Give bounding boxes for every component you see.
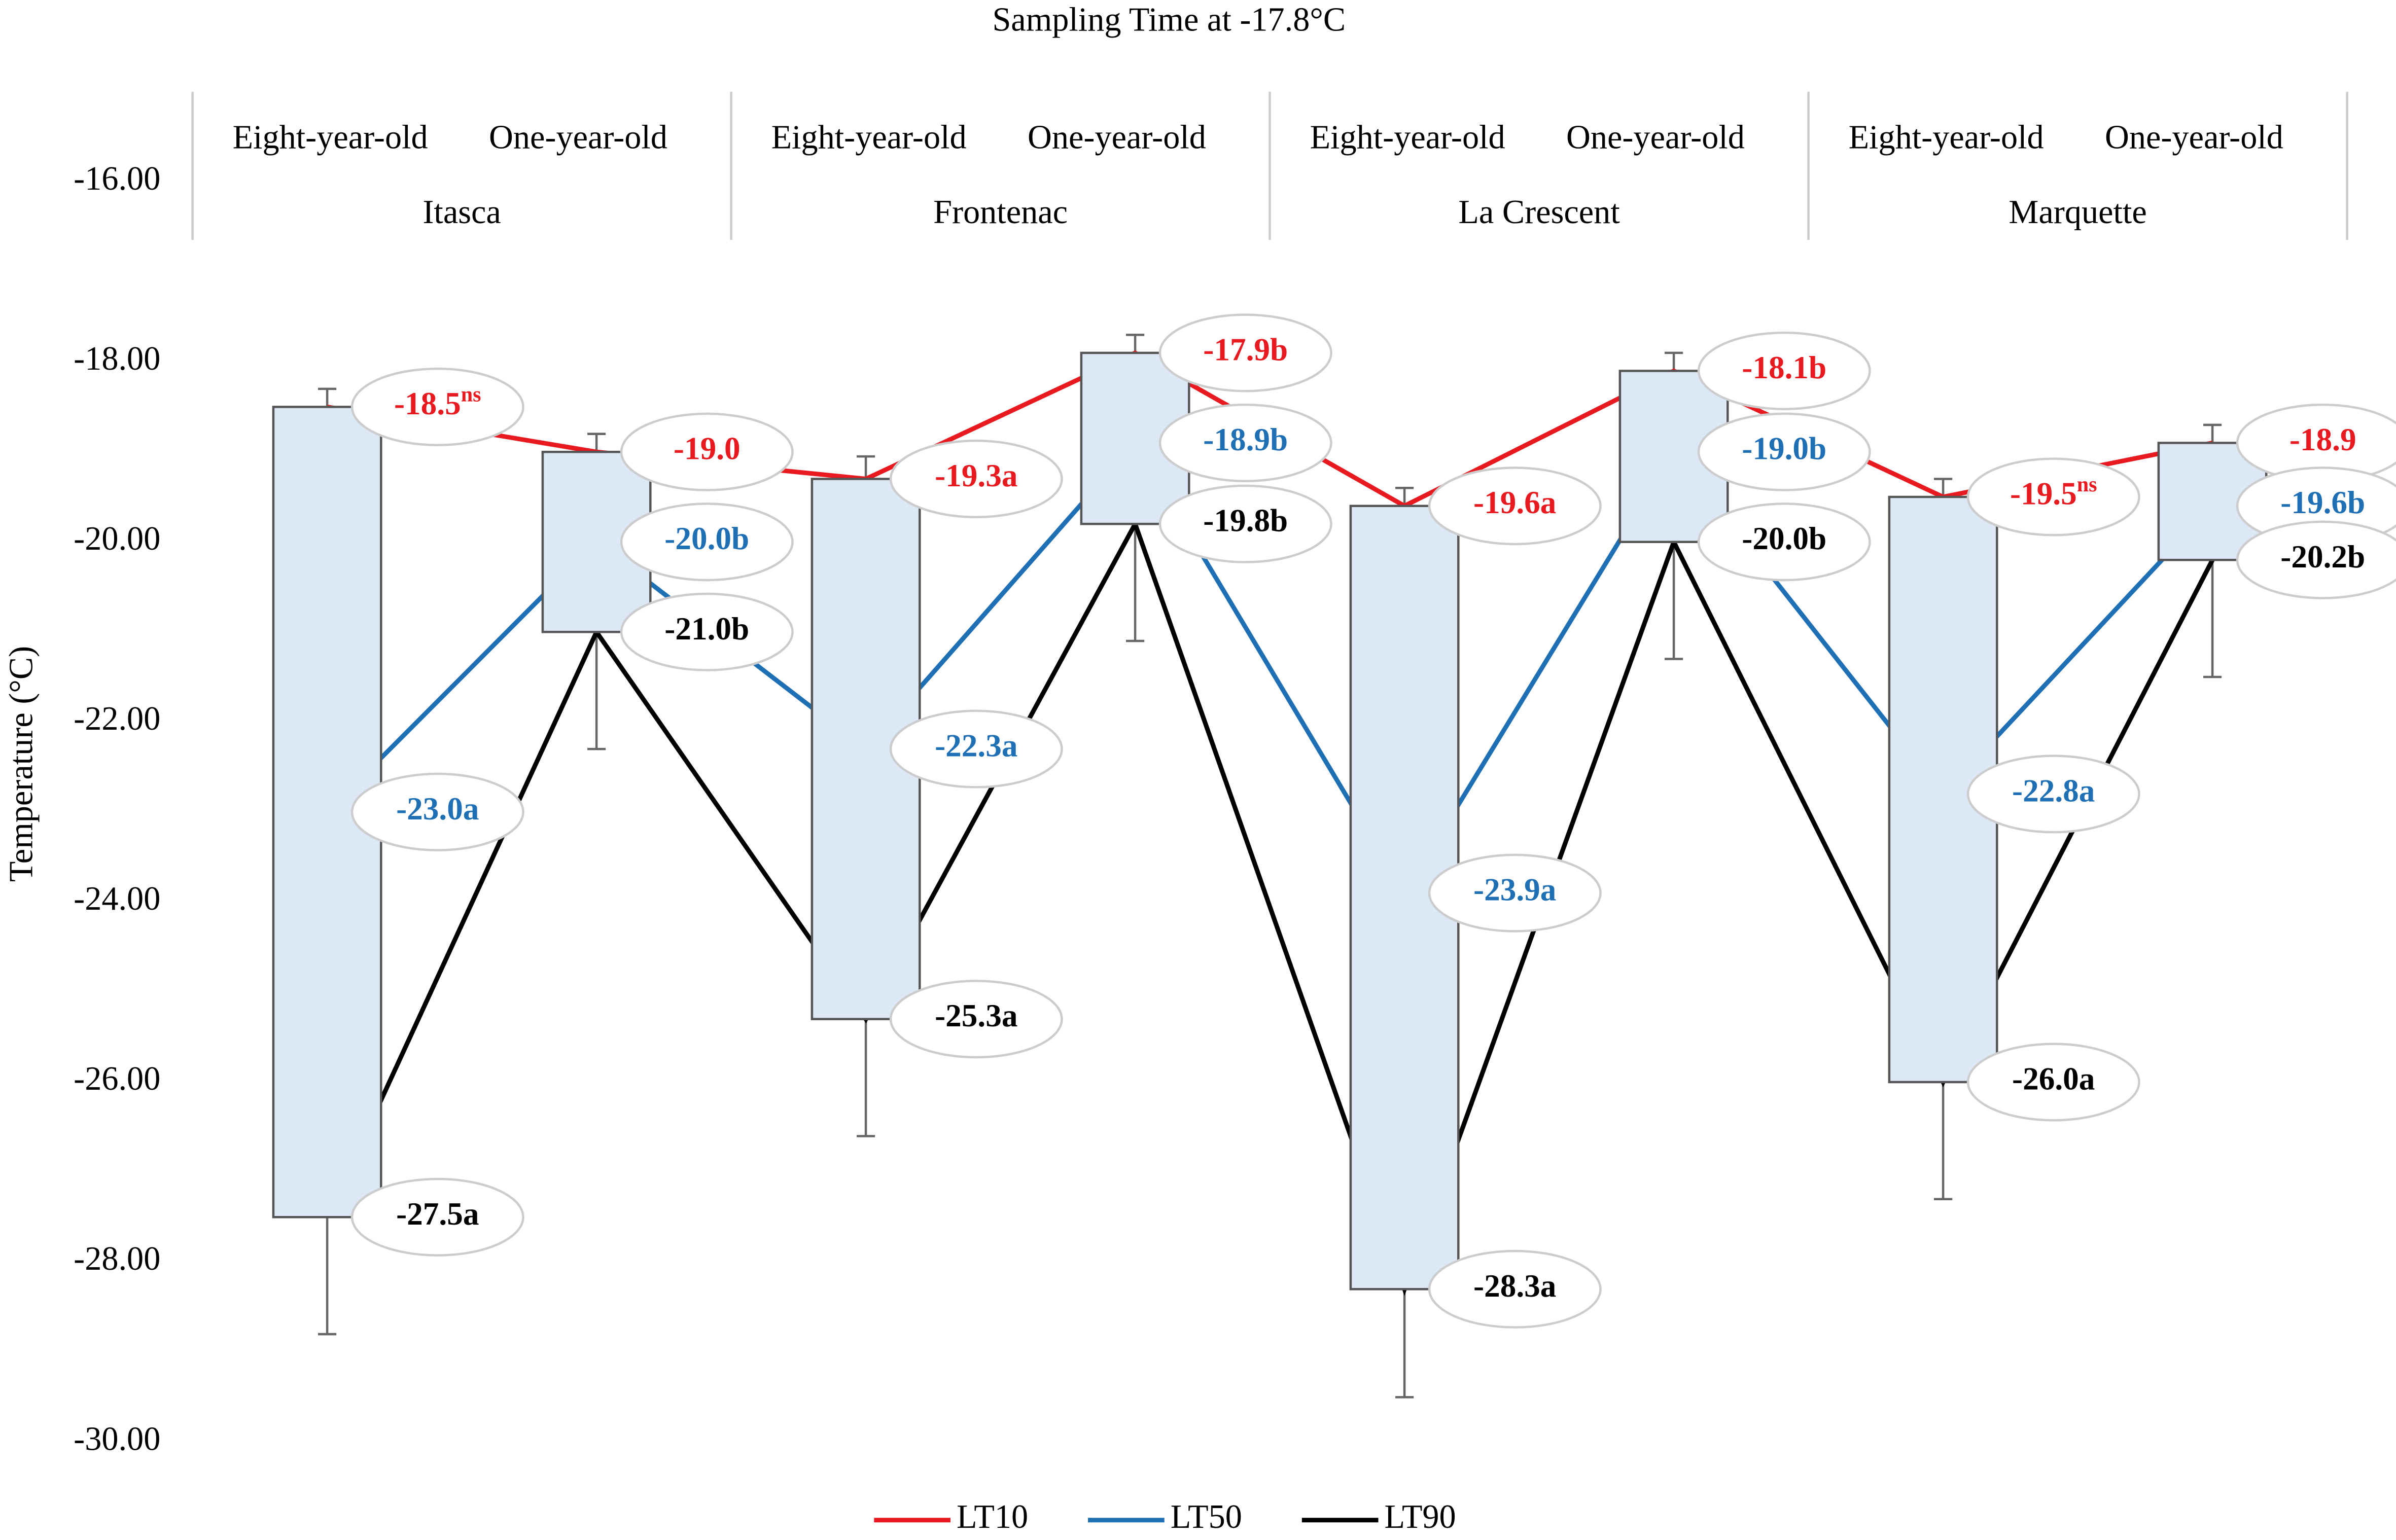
legend-label: LT90 — [1385, 1498, 1456, 1535]
value-label: -17.9b — [1203, 332, 1288, 367]
y-tick-label: -24.00 — [74, 880, 160, 917]
label-bubble — [889, 439, 1063, 519]
category-label: Eight-year-old — [1849, 119, 2044, 156]
label-bubble — [1697, 331, 1871, 410]
label-bubble — [889, 709, 1063, 789]
label-bubble — [620, 412, 794, 491]
label-bubble — [1966, 457, 2140, 536]
label-bubble — [1966, 755, 2140, 834]
label-bubble — [1158, 484, 1332, 563]
group-label: La Crescent — [1458, 194, 1620, 231]
label-bubble — [350, 772, 524, 851]
value-label: -19.0 — [674, 431, 741, 467]
legend-label: LT50 — [1171, 1498, 1242, 1535]
y-tick-label: -20.00 — [74, 520, 160, 557]
value-label: -19.0b — [1742, 431, 1826, 467]
label-bubble — [620, 503, 794, 582]
label-bubble — [1428, 1249, 1602, 1329]
label-bubble — [1158, 313, 1332, 392]
value-label: -18.9 — [2289, 422, 2356, 457]
y-tick-label: -30.00 — [74, 1420, 160, 1457]
value-label: -28.3a — [1473, 1268, 1556, 1304]
label-bubble — [2236, 520, 2396, 599]
label-bubble — [889, 980, 1063, 1059]
group-label: Itasca — [422, 194, 501, 231]
value-label: -22.8a — [2012, 773, 2095, 808]
label-bubble — [1697, 503, 1871, 582]
label-bubble — [350, 367, 524, 447]
y-tick-label: -22.00 — [74, 700, 160, 737]
label-bubble — [1697, 412, 1871, 491]
value-label: -27.5a — [396, 1196, 479, 1232]
category-label: One-year-old — [2105, 119, 2283, 156]
value-label: -19.6a — [1473, 485, 1556, 520]
label-bubble — [1428, 467, 1602, 546]
value-label: -19.6b — [2280, 485, 2365, 520]
value-label: -20.0b — [664, 521, 749, 556]
category-label: Eight-year-old — [771, 119, 967, 156]
category-label: One-year-old — [1028, 119, 1206, 156]
value-label: -19.3a — [935, 458, 1017, 493]
label-bubble — [350, 1177, 524, 1257]
y-tick-label: -28.00 — [74, 1240, 160, 1277]
value-label: -20.2b — [2280, 539, 2365, 575]
label-bubble — [1966, 1043, 2140, 1122]
group-label: Marquette — [2009, 194, 2146, 231]
legend-label: LT10 — [957, 1498, 1028, 1535]
value-label: -19.8b — [1203, 503, 1288, 539]
value-label: -23.0a — [396, 791, 479, 827]
category-label: One-year-old — [489, 119, 667, 156]
y-axis-label: Temperature (°C) — [3, 646, 40, 882]
y-tick-label: -18.00 — [74, 340, 160, 377]
category-label: Eight-year-old — [233, 119, 428, 156]
chart-title: Sampling Time at -17.8°C — [992, 1, 1346, 38]
y-tick-label: -26.00 — [74, 1060, 160, 1097]
value-label: -22.3a — [935, 728, 1017, 764]
label-bubble — [620, 592, 794, 671]
value-label: -18.1b — [1742, 350, 1826, 385]
label-bubble — [1158, 403, 1332, 483]
value-label: -25.3a — [935, 998, 1017, 1033]
value-label: -20.0b — [1742, 521, 1826, 556]
category-label: Eight-year-old — [1310, 119, 1505, 156]
group-label: Frontenac — [933, 194, 1068, 231]
value-label: -23.9a — [1473, 872, 1556, 908]
category-label: One-year-old — [1566, 119, 1745, 156]
value-label: -21.0b — [664, 611, 749, 647]
label-bubble — [1428, 853, 1602, 933]
y-tick-label: -16.00 — [74, 160, 160, 197]
value-label: -18.9b — [1203, 422, 1288, 457]
value-label: -26.0a — [2012, 1061, 2095, 1096]
